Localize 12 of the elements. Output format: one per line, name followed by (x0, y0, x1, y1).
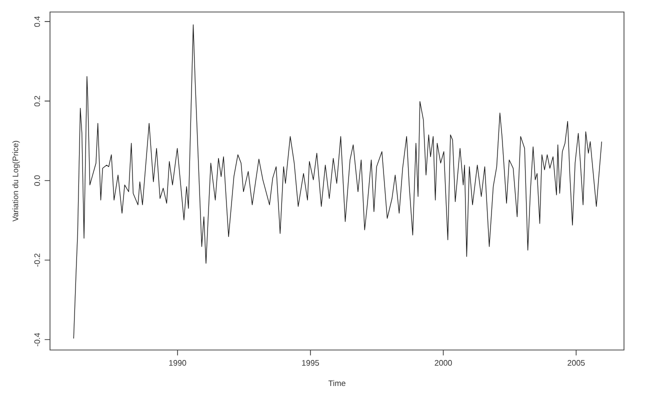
y-tick-label: -0.4 (34, 332, 40, 346)
x-tick-label: 1990 (169, 360, 186, 366)
x-tick-label: 1995 (302, 360, 319, 366)
y-tick-label: 0.2 (34, 96, 40, 106)
y-tick-label: 0.4 (34, 16, 40, 27)
x-axis-title: Time (328, 380, 346, 386)
y-axis-title: Variation du Log(Price) (12, 140, 20, 222)
y-tick-label: -0.2 (34, 254, 40, 267)
y-tick-label: 0.0 (34, 175, 40, 186)
x-tick-label: 2005 (568, 360, 585, 366)
line-series (73, 24, 602, 339)
x-tick-label: 2000 (434, 360, 452, 366)
